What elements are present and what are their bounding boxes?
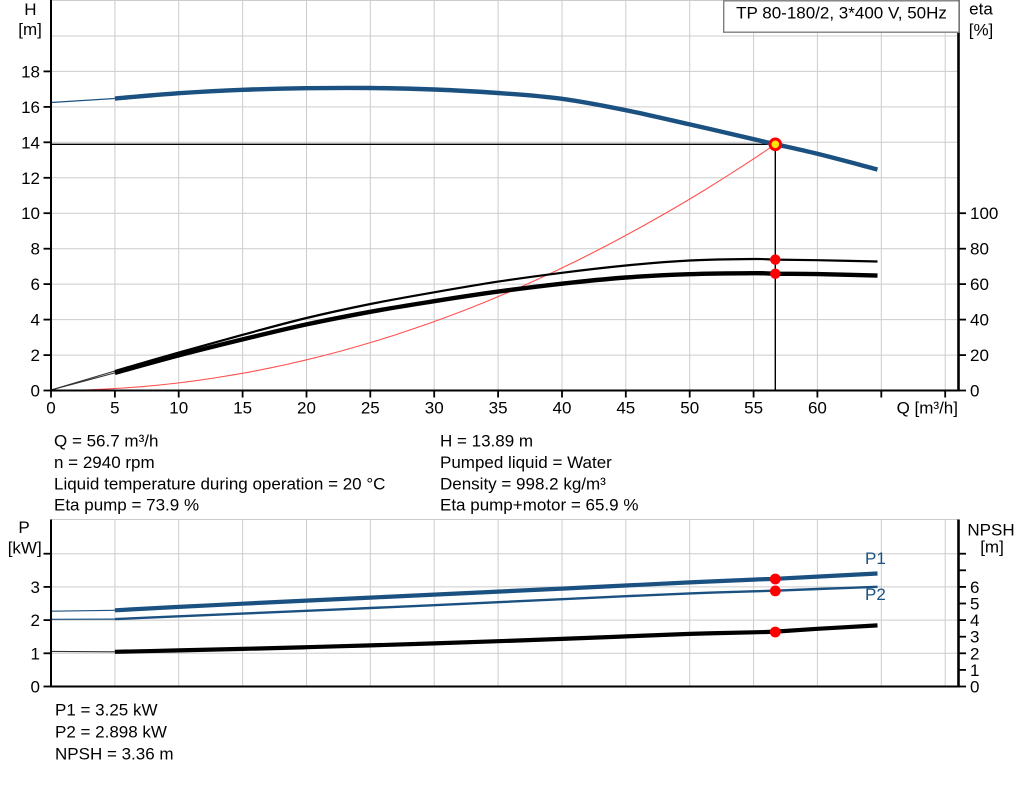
svg-text:Q = 56.7 m³/h: Q = 56.7 m³/h: [54, 432, 158, 451]
svg-text:3: 3: [31, 578, 40, 597]
svg-text:P1 = 3.25 kW: P1 = 3.25 kW: [55, 701, 158, 720]
svg-text:[%]: [%]: [969, 20, 994, 39]
svg-text:H: H: [24, 0, 36, 19]
svg-text:P: P: [18, 518, 29, 537]
svg-text:1: 1: [31, 644, 40, 663]
svg-text:40: 40: [553, 399, 572, 418]
svg-text:Density = 998.2 kg/m³: Density = 998.2 kg/m³: [440, 474, 606, 493]
svg-text:50: 50: [680, 399, 699, 418]
svg-text:20: 20: [297, 399, 316, 418]
svg-text:[m]: [m]: [18, 20, 42, 39]
svg-text:35: 35: [489, 399, 508, 418]
svg-text:2: 2: [970, 644, 979, 663]
svg-text:100: 100: [970, 204, 998, 223]
svg-text:4: 4: [31, 311, 40, 330]
svg-text:60: 60: [970, 275, 989, 294]
svg-text:12: 12: [21, 169, 40, 188]
svg-text:[m]: [m]: [980, 538, 1004, 557]
svg-text:20: 20: [970, 346, 989, 365]
svg-text:0: 0: [970, 382, 979, 401]
svg-text:45: 45: [616, 399, 635, 418]
svg-text:25: 25: [361, 399, 380, 418]
svg-text:2: 2: [31, 346, 40, 365]
svg-text:5: 5: [970, 595, 979, 614]
svg-text:P2: P2: [865, 585, 886, 604]
svg-text:TP 80-180/2, 3*400 V, 50Hz: TP 80-180/2, 3*400 V, 50Hz: [736, 3, 947, 22]
svg-text:55: 55: [744, 399, 763, 418]
svg-text:Eta pump = 73.9 %: Eta pump = 73.9 %: [54, 496, 199, 515]
svg-text:14: 14: [21, 133, 40, 152]
svg-text:10: 10: [21, 204, 40, 223]
svg-text:0: 0: [31, 382, 40, 401]
svg-text:2: 2: [31, 611, 40, 630]
svg-text:8: 8: [31, 240, 40, 259]
svg-text:Liquid temperature during oper: Liquid temperature during operation = 20…: [54, 474, 385, 493]
svg-text:80: 80: [970, 240, 989, 259]
svg-text:16: 16: [21, 98, 40, 117]
svg-text:H = 13.89 m: H = 13.89 m: [440, 432, 533, 451]
svg-text:eta: eta: [969, 0, 993, 18]
svg-text:1: 1: [970, 661, 979, 680]
svg-text:5: 5: [110, 399, 119, 418]
svg-text:P2 = 2.898 kW: P2 = 2.898 kW: [55, 723, 167, 742]
svg-text:0: 0: [970, 678, 979, 697]
svg-text:4: 4: [970, 611, 979, 630]
svg-text:n = 2940 rpm: n = 2940 rpm: [54, 453, 155, 472]
svg-text:[kW]: [kW]: [8, 538, 42, 557]
svg-text:6: 6: [970, 578, 979, 597]
svg-text:18: 18: [21, 62, 40, 81]
svg-text:0: 0: [31, 678, 40, 697]
svg-text:40: 40: [970, 311, 989, 330]
svg-text:P1: P1: [865, 549, 886, 568]
svg-text:15: 15: [233, 399, 252, 418]
svg-text:Eta pump+motor = 65.9 %: Eta pump+motor = 65.9 %: [440, 496, 638, 515]
svg-text:3: 3: [970, 628, 979, 647]
svg-text:0: 0: [46, 399, 55, 418]
svg-text:NPSH = 3.36 m: NPSH = 3.36 m: [55, 745, 174, 764]
svg-text:60: 60: [808, 399, 827, 418]
svg-text:10: 10: [169, 399, 188, 418]
svg-text:Pumped liquid = Water: Pumped liquid = Water: [440, 453, 612, 472]
svg-text:Q [m³/h]: Q [m³/h]: [897, 399, 958, 418]
svg-text:6: 6: [31, 275, 40, 294]
svg-text:30: 30: [425, 399, 444, 418]
